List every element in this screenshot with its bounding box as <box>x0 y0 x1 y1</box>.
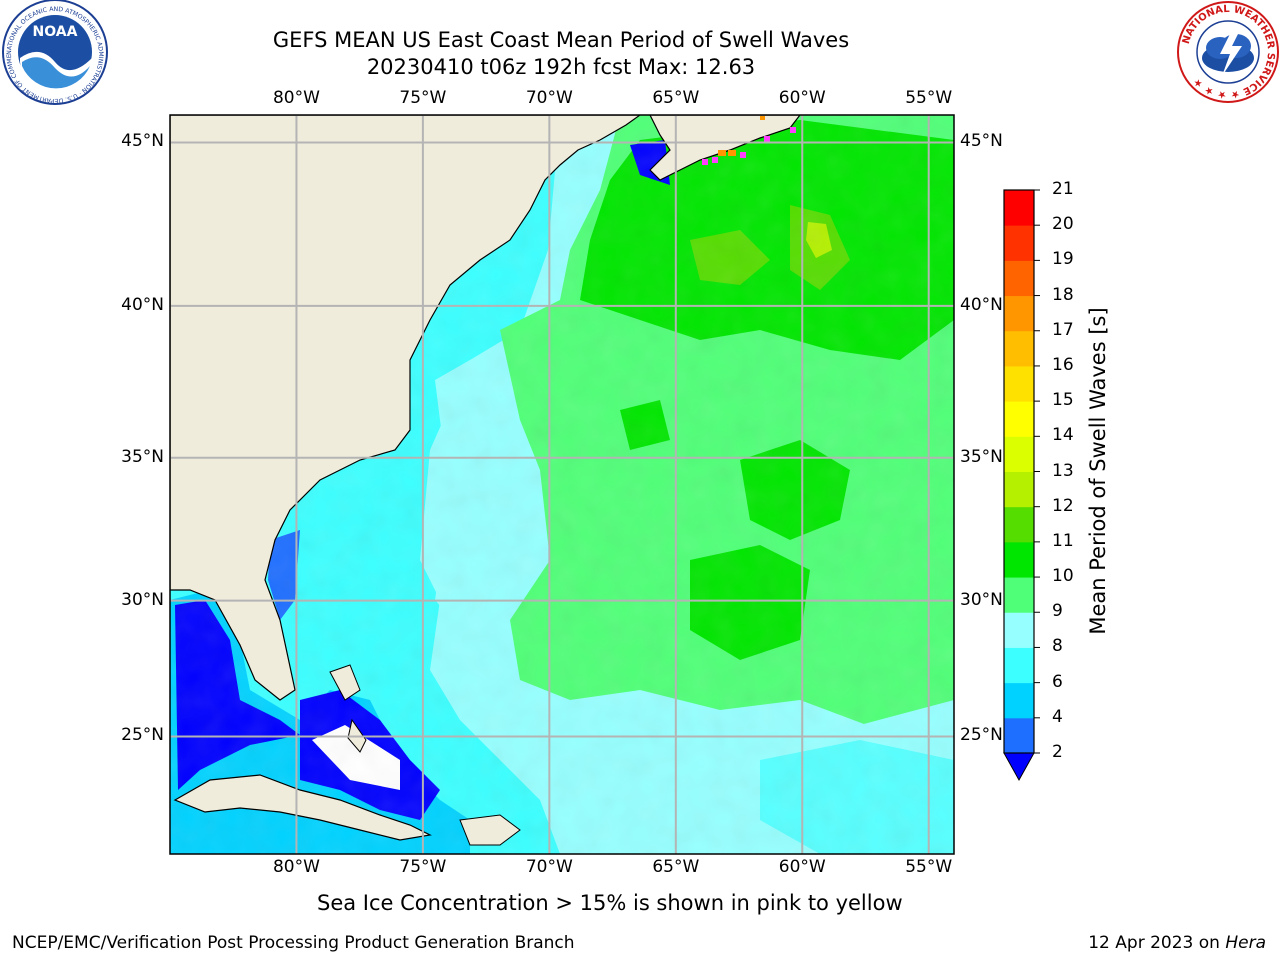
nws-logo: NATIONAL WEATHER SERVICE ★ ★ ★ ★ <box>1177 1 1279 103</box>
colorbar-tick-label: 4 <box>1052 706 1063 727</box>
lat-tick-label: 25°N <box>960 725 1003 746</box>
colorbar-segment <box>1004 190 1034 226</box>
colorbar-segment <box>1004 647 1034 684</box>
colorbar-segment <box>1004 506 1034 543</box>
colorbar-segment <box>1004 260 1034 297</box>
colorbar-label: Mean Period of Swell Waves [s] <box>1086 307 1110 635</box>
colorbar-tick-label: 16 <box>1052 354 1074 375</box>
colorbar-segment <box>1004 471 1034 508</box>
lon-tick-label: 70°W <box>525 857 573 877</box>
footer-credit: NCEP/EMC/Verification Post Processing Pr… <box>12 933 575 953</box>
lat-tick-label: 45°N <box>121 131 164 152</box>
colorbar-tick-label: 9 <box>1052 601 1063 622</box>
colorbar-tick-label: 19 <box>1052 249 1074 270</box>
map-frame <box>169 114 955 855</box>
colorbar-tick-label: 2 <box>1052 742 1063 762</box>
colorbar-segment <box>1004 682 1034 719</box>
lat-tick-label: 25°N <box>121 725 164 746</box>
colorbar-segment <box>1004 436 1034 472</box>
colorbar-segment <box>1004 401 1034 437</box>
colorbar-tick-label: 17 <box>1052 319 1074 340</box>
colorbar-tick-label: 13 <box>1052 460 1074 481</box>
colorbar-tick-label: 8 <box>1052 636 1063 657</box>
lat-tick-label: 30°N <box>960 589 1003 610</box>
sea-ice-caption: Sea Ice Concentration > 15% is shown in … <box>317 891 903 915</box>
colorbar <box>1003 189 1040 782</box>
lon-tick-label: 65°W <box>652 88 700 108</box>
map-field <box>170 115 954 854</box>
lon-tick-label: 75°W <box>399 857 447 877</box>
lat-tick-label: 40°N <box>960 294 1003 315</box>
lon-tick-label: 65°W <box>652 857 700 877</box>
colorbar-tick-label: 12 <box>1052 495 1074 516</box>
colorbar-segment <box>1004 365 1034 402</box>
footer-date: 12 Apr 2023 on Hera <box>1088 933 1266 953</box>
lon-tick-label: 60°W <box>778 88 826 108</box>
lat-tick-label: 35°N <box>960 446 1003 467</box>
colorbar-tick-label: 20 <box>1052 214 1074 235</box>
colorbar-tick-label: 11 <box>1052 530 1074 551</box>
colorbar-under-arrow <box>1003 752 1035 782</box>
noaa-logo-text: NOAA <box>33 24 78 40</box>
land-bahamas <box>329 664 361 701</box>
lon-tick-label: 80°W <box>272 88 320 108</box>
colorbar-segment <box>1004 330 1034 367</box>
lat-tick-label: 30°N <box>121 589 164 610</box>
footer-host: Hera <box>1225 933 1266 953</box>
land-cuba <box>173 774 432 841</box>
colorbar-segment <box>1004 577 1034 613</box>
lat-tick-label: 45°N <box>960 131 1003 152</box>
land-nova-scotia <box>649 115 801 181</box>
colorbar-tick-label: 6 <box>1052 671 1063 692</box>
lon-tick-label: 55°W <box>905 857 953 877</box>
colorbar-tick-label: 15 <box>1052 390 1074 411</box>
gridlines <box>170 115 954 854</box>
lon-tick-label: 55°W <box>905 88 953 108</box>
colorbar-segment <box>1004 612 1034 648</box>
colorbar-segment <box>1004 541 1034 578</box>
colorbar-tick-label: 14 <box>1052 425 1074 446</box>
noaa-logo: NATIONAL OCEANIC AND ATMOSPHERIC ADMINIS… <box>0 0 108 105</box>
lat-tick-label: 40°N <box>121 294 164 315</box>
lon-tick-label: 75°W <box>399 88 447 108</box>
land-us-east-coast <box>170 115 642 701</box>
colorbar-tick-label: 21 <box>1052 179 1074 199</box>
lon-tick-label: 80°W <box>272 857 320 877</box>
sea-ice-markers <box>702 116 796 165</box>
lat-tick-label: 35°N <box>121 446 164 467</box>
colorbar-segment <box>1004 717 1034 754</box>
colorbar-segment <box>1004 295 1034 332</box>
lon-tick-label: 60°W <box>778 857 826 877</box>
chart-title: GEFS MEAN US East Coast Mean Period of S… <box>272 28 850 52</box>
chart-subtitle: 20230410 t06z 192h fcst Max: 12.63 <box>366 55 756 79</box>
lon-tick-label: 70°W <box>525 88 573 108</box>
colorbar-tick-label: 10 <box>1052 566 1074 587</box>
colorbar-segment <box>1004 225 1034 261</box>
colorbar-tick-label: 18 <box>1052 284 1074 305</box>
land-hispaniola <box>459 814 521 846</box>
